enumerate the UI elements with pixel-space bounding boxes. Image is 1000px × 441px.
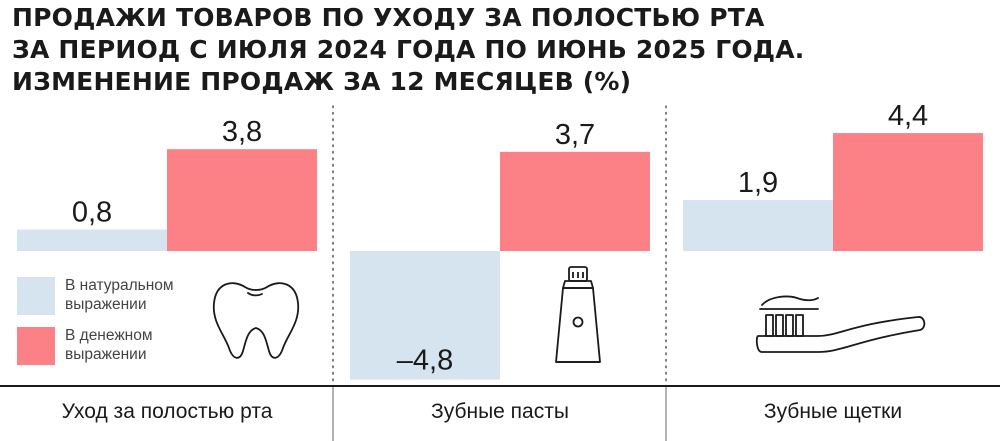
bar-toothpaste-natural	[350, 251, 500, 380]
legend-swatch-natural	[17, 277, 55, 315]
legend-swatch-monetary	[17, 327, 55, 365]
bar-toothbrushes-monetary	[833, 133, 983, 251]
bar-oral-care-monetary	[167, 149, 317, 251]
tooth-icon	[212, 282, 300, 359]
toothbrush-icon	[755, 295, 926, 353]
bar-oral-care-natural	[17, 229, 167, 251]
title-line-3: ИЗМЕНЕНИЕ ПРОДАЖ ЗА 12 МЕСЯЦЕВ (%)	[12, 67, 632, 96]
category-label-toothbrushes: Зубные щетки	[763, 400, 903, 423]
data-label-oral-care-natural: 0,8	[72, 197, 112, 229]
data-label-toothpaste-monetary: 3,7	[555, 119, 595, 151]
data-label-toothbrushes-natural: 1,9	[738, 167, 778, 199]
bar-toothpaste-monetary	[500, 151, 650, 251]
toothpaste-icon	[555, 266, 601, 363]
title-line-2: ЗА ПЕРИОД С ИЮЛЯ 2024 ГОДА ПО ИЮНЬ 2025 …	[12, 35, 805, 64]
legend-label-monetary: В денежном выражении	[65, 327, 153, 363]
bar-toothbrushes-natural	[683, 200, 833, 251]
data-label-toothbrushes-monetary: 4,4	[888, 100, 928, 132]
category-label-toothpaste: Зубные пасты	[431, 400, 569, 423]
data-label-oral-care-monetary: 3,8	[222, 116, 262, 148]
chart-title: ПРОДАЖИ ТОВАРОВ ПО УХОДУ ЗА ПОЛОСТЬЮ РТА…	[12, 2, 805, 98]
legend-label-natural: В натуральном выражении	[65, 277, 174, 313]
category-label-oral-care: Уход за полостью рта	[61, 400, 273, 423]
title-line-1: ПРОДАЖИ ТОВАРОВ ПО УХОДУ ЗА ПОЛОСТЬЮ РТА	[12, 3, 765, 32]
data-label-toothpaste-natural: –4,8	[397, 345, 453, 377]
